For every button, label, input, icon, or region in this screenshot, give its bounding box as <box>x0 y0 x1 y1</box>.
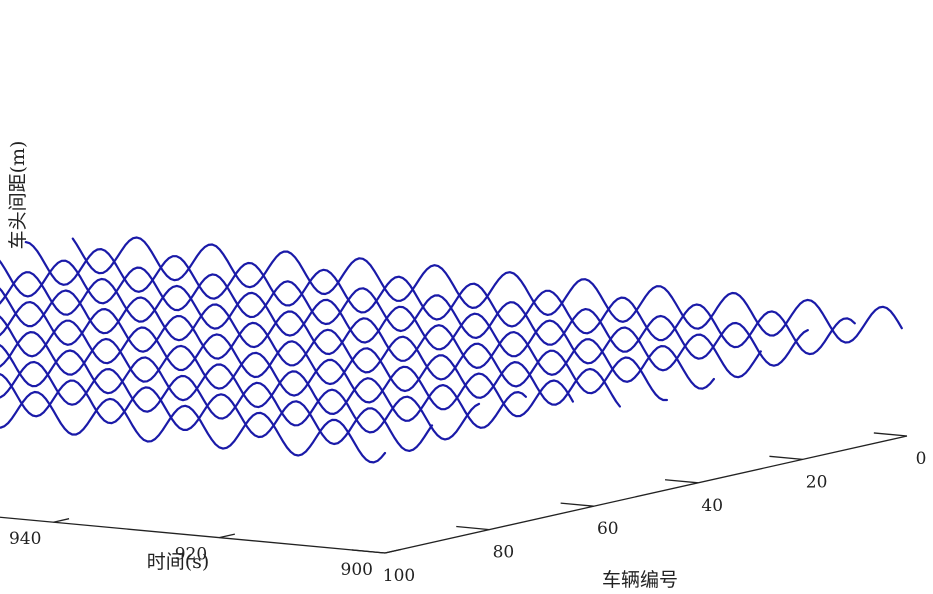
x-tick <box>560 502 594 507</box>
x-tick <box>456 525 490 531</box>
labels-group: 0204060801009009209409609801000051015202… <box>7 141 927 591</box>
series-line-vehicle-10 <box>24 241 856 356</box>
x-tick-label: 60 <box>597 519 619 539</box>
axes-group <box>0 432 908 554</box>
x-tick-label: 0 <box>916 449 927 469</box>
series-line-vehicle-46 <box>0 301 668 402</box>
x-tick-label: 20 <box>806 472 828 492</box>
x-axis-line <box>384 435 908 554</box>
series-line-vehicle-28 <box>0 271 762 379</box>
y-axis-title: 时间(s) <box>147 551 210 573</box>
series-line-vehicle-55 <box>0 315 621 408</box>
series-line-vehicle-73 <box>0 343 527 429</box>
series-line-vehicle-91 <box>0 373 434 452</box>
y-tick <box>53 518 70 523</box>
series-line-vehicle-82 <box>0 360 481 441</box>
x-tick <box>769 455 803 461</box>
y-axis-line <box>0 516 386 554</box>
y-tick-label: 940 <box>9 529 41 549</box>
x-tick-label: 100 <box>383 566 415 586</box>
x-tick <box>664 479 699 484</box>
y-tick <box>219 533 236 539</box>
x-tick-label: 40 <box>701 496 723 516</box>
series-group <box>0 236 903 464</box>
x-tick-label: 80 <box>493 543 515 563</box>
y-tick-label: 920 <box>175 545 207 565</box>
x-tick <box>351 549 386 554</box>
x-tick <box>873 432 908 437</box>
series-line-vehicle-37 <box>0 287 715 390</box>
series-line-vehicle-19 <box>0 259 809 367</box>
z-axis-title: 车头间距(m) <box>7 141 29 250</box>
y-tick <box>384 548 401 554</box>
series-line-vehicle-100 <box>0 390 387 464</box>
x-axis-title: 车辆编号 <box>602 569 678 591</box>
y-tick-label: 900 <box>341 560 373 580</box>
